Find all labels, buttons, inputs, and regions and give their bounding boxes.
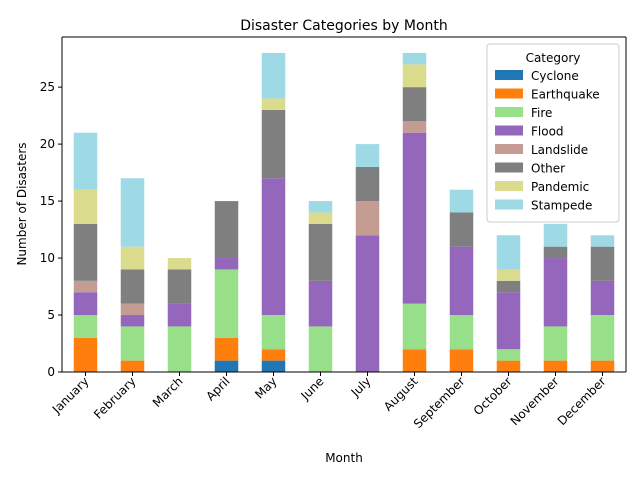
legend-swatch-fire [495,107,523,117]
bar-september-fire [449,315,474,350]
legend-swatch-earthquake [495,88,523,99]
legend-swatch-other [495,162,523,173]
x-axis-label: Month [325,451,363,465]
bar-october-earthquake [496,360,521,372]
chart-title: Disaster Categories by Month [240,18,448,34]
bar-december-flood [590,280,615,316]
legend-title: Category [526,51,581,65]
bar-august-other [402,87,427,122]
bar-august-pandemic [402,64,427,88]
bar-november-stampede [543,223,568,247]
bar-august-earthquake [402,349,427,372]
legend-label-cyclone: Cyclone [531,69,579,83]
bar-february-other [120,269,145,304]
bar-january-flood [73,292,98,316]
bar-november-earthquake [543,360,568,372]
bar-october-stampede [496,235,521,270]
legend-swatch-flood [495,125,523,136]
legend-label-flood: Flood [531,125,564,139]
bar-march-pandemic [167,258,192,270]
legend-swatch-pandemic [495,181,523,191]
bar-april-earthquake [214,337,239,361]
legend-label-other: Other [531,162,565,176]
bar-september-other [449,212,474,247]
bar-june-pandemic [308,212,333,224]
y-tick-label: 0 [47,365,55,379]
y-tick-label: 20 [40,137,55,151]
bar-april-fire [214,269,239,338]
bar-august-stampede [402,52,427,65]
bar-january-pandemic [73,189,98,224]
bar-june-stampede [308,201,333,213]
bar-december-earthquake [590,360,615,372]
bar-november-fire [543,326,568,361]
legend-swatch-cyclone [495,70,523,80]
bar-february-landslide [120,303,145,316]
bar-june-fire [308,326,333,372]
bar-may-fire [261,315,286,350]
legend: Category Cyclone Earthquake Fire Flood Landsl… [486,43,620,223]
bar-july-stampede [355,144,380,167]
bar-may-flood [261,178,286,316]
bar-january-other [73,223,98,281]
bar-november-other [543,246,568,259]
bar-september-flood [449,246,474,316]
bar-july-flood [355,235,380,372]
y-tick-label: 25 [40,80,55,94]
bar-october-flood [496,292,521,350]
bar-february-fire [120,326,145,361]
bar-december-fire [590,315,615,361]
bar-december-other [590,246,615,281]
bar-october-pandemic [496,269,521,281]
y-tick-label: 5 [47,308,55,322]
bar-july-other [355,166,380,202]
bar-august-landslide [402,121,427,133]
bar-september-stampede [449,189,474,213]
bar-august-fire [402,303,427,350]
bar-march-flood [167,303,192,327]
y-tick-label: 10 [40,251,55,265]
bar-february-flood [120,315,145,327]
bar-october-fire [496,349,521,361]
bar-may-other [261,109,286,179]
bar-february-stampede [120,178,145,247]
legend-label-earthquake: Earthquake [531,88,600,102]
legend-label-stampede: Stampede [531,199,592,213]
bar-june-flood [308,280,333,327]
bar-april-flood [214,258,239,270]
legend-swatch-stampede [495,199,523,210]
bar-march-other [167,269,192,304]
bars-layer [73,52,615,372]
bar-may-earthquake [261,349,286,361]
bar-june-other [308,223,333,281]
bar-january-earthquake [73,337,98,372]
legend-label-fire: Fire [531,106,552,120]
legend-swatch-landslide [495,144,523,154]
bar-february-pandemic [120,246,145,270]
bar-september-earthquake [449,349,474,372]
y-tick-label: 15 [40,194,55,208]
y-axis-label: Number of Disasters [15,142,29,265]
bar-may-cyclone [261,360,286,372]
bar-february-earthquake [120,360,145,372]
legend-label-landslide: Landslide [531,143,588,157]
bar-january-fire [73,315,98,338]
bar-january-stampede [73,132,98,190]
bar-may-pandemic [261,98,286,110]
bar-august-flood [402,132,427,304]
legend-label-pandemic: Pandemic [531,180,589,194]
bar-october-other [496,280,521,293]
bar-july-landslide [355,201,380,236]
bar-april-other [214,201,239,259]
bar-december-stampede [590,235,615,247]
bar-may-stampede [261,52,286,99]
bar-april-cyclone [214,360,239,372]
bar-november-flood [543,258,568,327]
bar-march-fire [167,326,192,372]
bar-january-landslide [73,280,98,293]
